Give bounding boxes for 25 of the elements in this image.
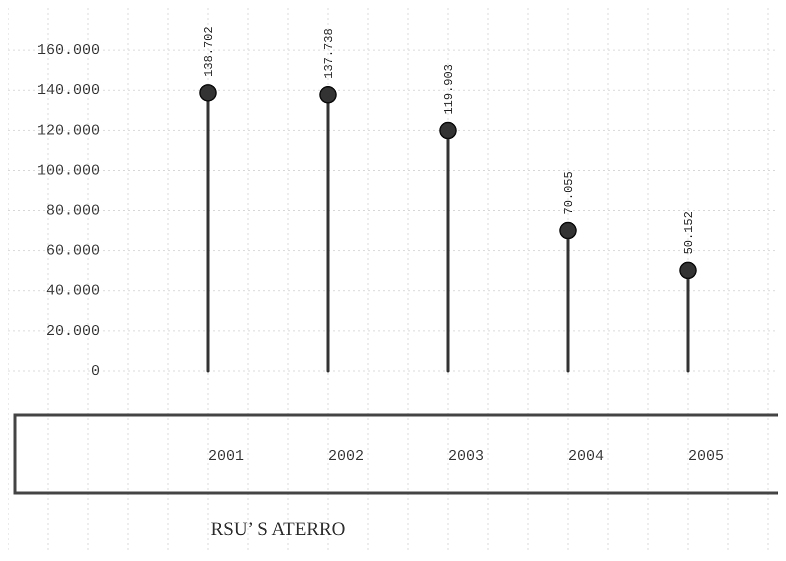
x-tick-label: 2004 <box>568 448 604 465</box>
y-tick-label: 40.000 <box>46 282 100 300</box>
y-tick-label: 120.000 <box>36 122 100 140</box>
y-tick-label: 0 <box>90 362 100 380</box>
x-tick-label: 2005 <box>688 448 724 465</box>
data-label: 50.152 <box>682 211 696 254</box>
point <box>199 84 217 102</box>
y-tick-label: 80.000 <box>46 202 100 220</box>
point <box>319 86 337 104</box>
x-axis-title: RSU’ S ATERRO <box>210 519 346 540</box>
point <box>679 262 697 280</box>
y-tick-label: 160.000 <box>36 42 100 60</box>
x-tick-label: 2002 <box>328 448 364 465</box>
data-label: 138.702 <box>202 26 216 77</box>
data-label: 119.903 <box>442 64 456 115</box>
x-tick-label: 2001 <box>208 448 244 465</box>
data-label: 137.738 <box>322 28 336 79</box>
y-tick-label: 100.000 <box>36 162 100 180</box>
data-label: 70.055 <box>562 171 576 214</box>
point <box>439 122 457 140</box>
y-tick-label: 140.000 <box>36 82 100 100</box>
point <box>559 222 577 240</box>
x-tick-label: 2003 <box>448 448 484 465</box>
y-tick-label: 60.000 <box>46 242 100 260</box>
y-tick-label: 20.000 <box>46 322 100 340</box>
